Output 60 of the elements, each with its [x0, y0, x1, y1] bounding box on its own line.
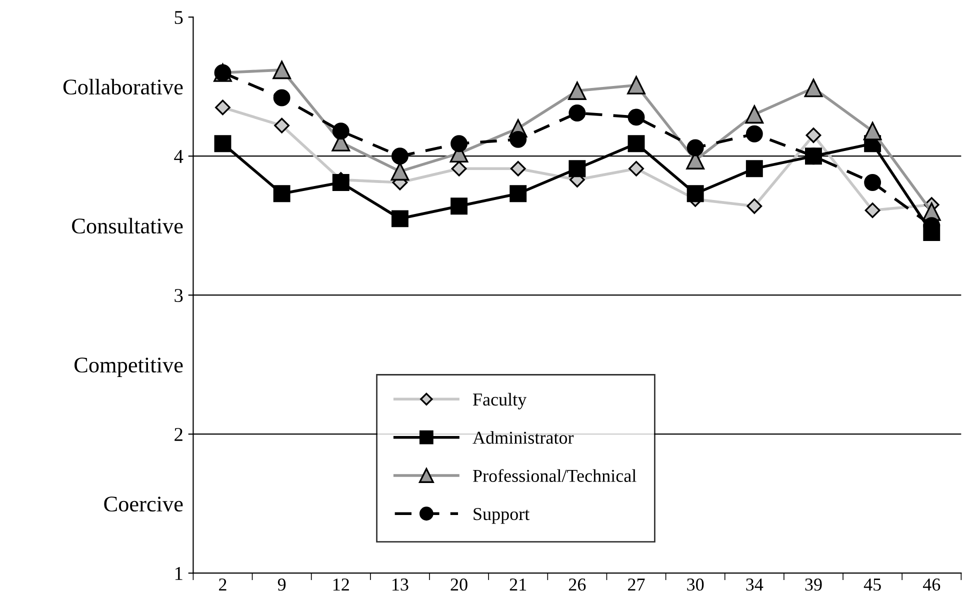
point [746, 160, 763, 178]
x-tick-label: 21 [510, 578, 526, 591]
point [273, 185, 290, 202]
legend-label: Support [474, 508, 530, 524]
x-tick-label: 27 [628, 578, 645, 591]
point [568, 104, 586, 122]
y-tick-label: Collaborative [63, 78, 183, 95]
point [628, 108, 645, 126]
x-tick-label: 45 [864, 578, 881, 591]
x-tick-label: 39 [805, 578, 822, 591]
y-tick-label: 4 [174, 150, 184, 163]
point [806, 128, 822, 143]
x-tick-label: 26 [568, 578, 586, 591]
point [628, 135, 645, 152]
x-tick-label: 9 [278, 578, 286, 591]
point [273, 89, 290, 106]
x-tick-label: 30 [687, 578, 704, 591]
x-tick-label: 46 [922, 578, 940, 591]
point [568, 160, 586, 178]
point [864, 202, 880, 218]
y-tick-label: 2 [174, 428, 182, 441]
point [627, 76, 646, 94]
y-tick-label: 3 [174, 288, 183, 302]
point [272, 60, 291, 80]
y-tick-label: 1 [175, 567, 182, 580]
y-tick-label: 5 [174, 11, 183, 24]
x-tick-label: 34 [746, 578, 764, 591]
point [510, 130, 527, 148]
point [804, 78, 823, 98]
point [391, 148, 408, 165]
point [510, 185, 527, 202]
point [391, 210, 408, 228]
x-tick-label: 2 [219, 578, 226, 591]
x-tick-label: 12 [333, 578, 349, 591]
point [332, 122, 350, 140]
point [274, 118, 290, 134]
point [745, 105, 764, 124]
point [510, 160, 526, 176]
point [568, 82, 586, 100]
point [628, 160, 644, 176]
point [451, 160, 467, 176]
legend-label: Professional/Technical [472, 469, 636, 482]
point [686, 185, 704, 202]
y-tick-label: Consultative [72, 218, 183, 234]
y-tick-label: Coercive [104, 496, 183, 512]
x-tick-label: 20 [450, 578, 468, 591]
point [332, 174, 350, 191]
x-tick-label: 13 [392, 578, 408, 591]
point [863, 122, 882, 140]
legend-label: Administrator [472, 431, 574, 444]
point [686, 139, 704, 156]
point [215, 100, 230, 116]
point [450, 135, 468, 152]
y-tick-label: Competitive [74, 358, 183, 378]
point [864, 174, 882, 191]
point [450, 198, 468, 215]
point [746, 125, 763, 142]
legend-label: Faculty [472, 392, 527, 410]
point [746, 198, 762, 214]
point [214, 135, 232, 152]
